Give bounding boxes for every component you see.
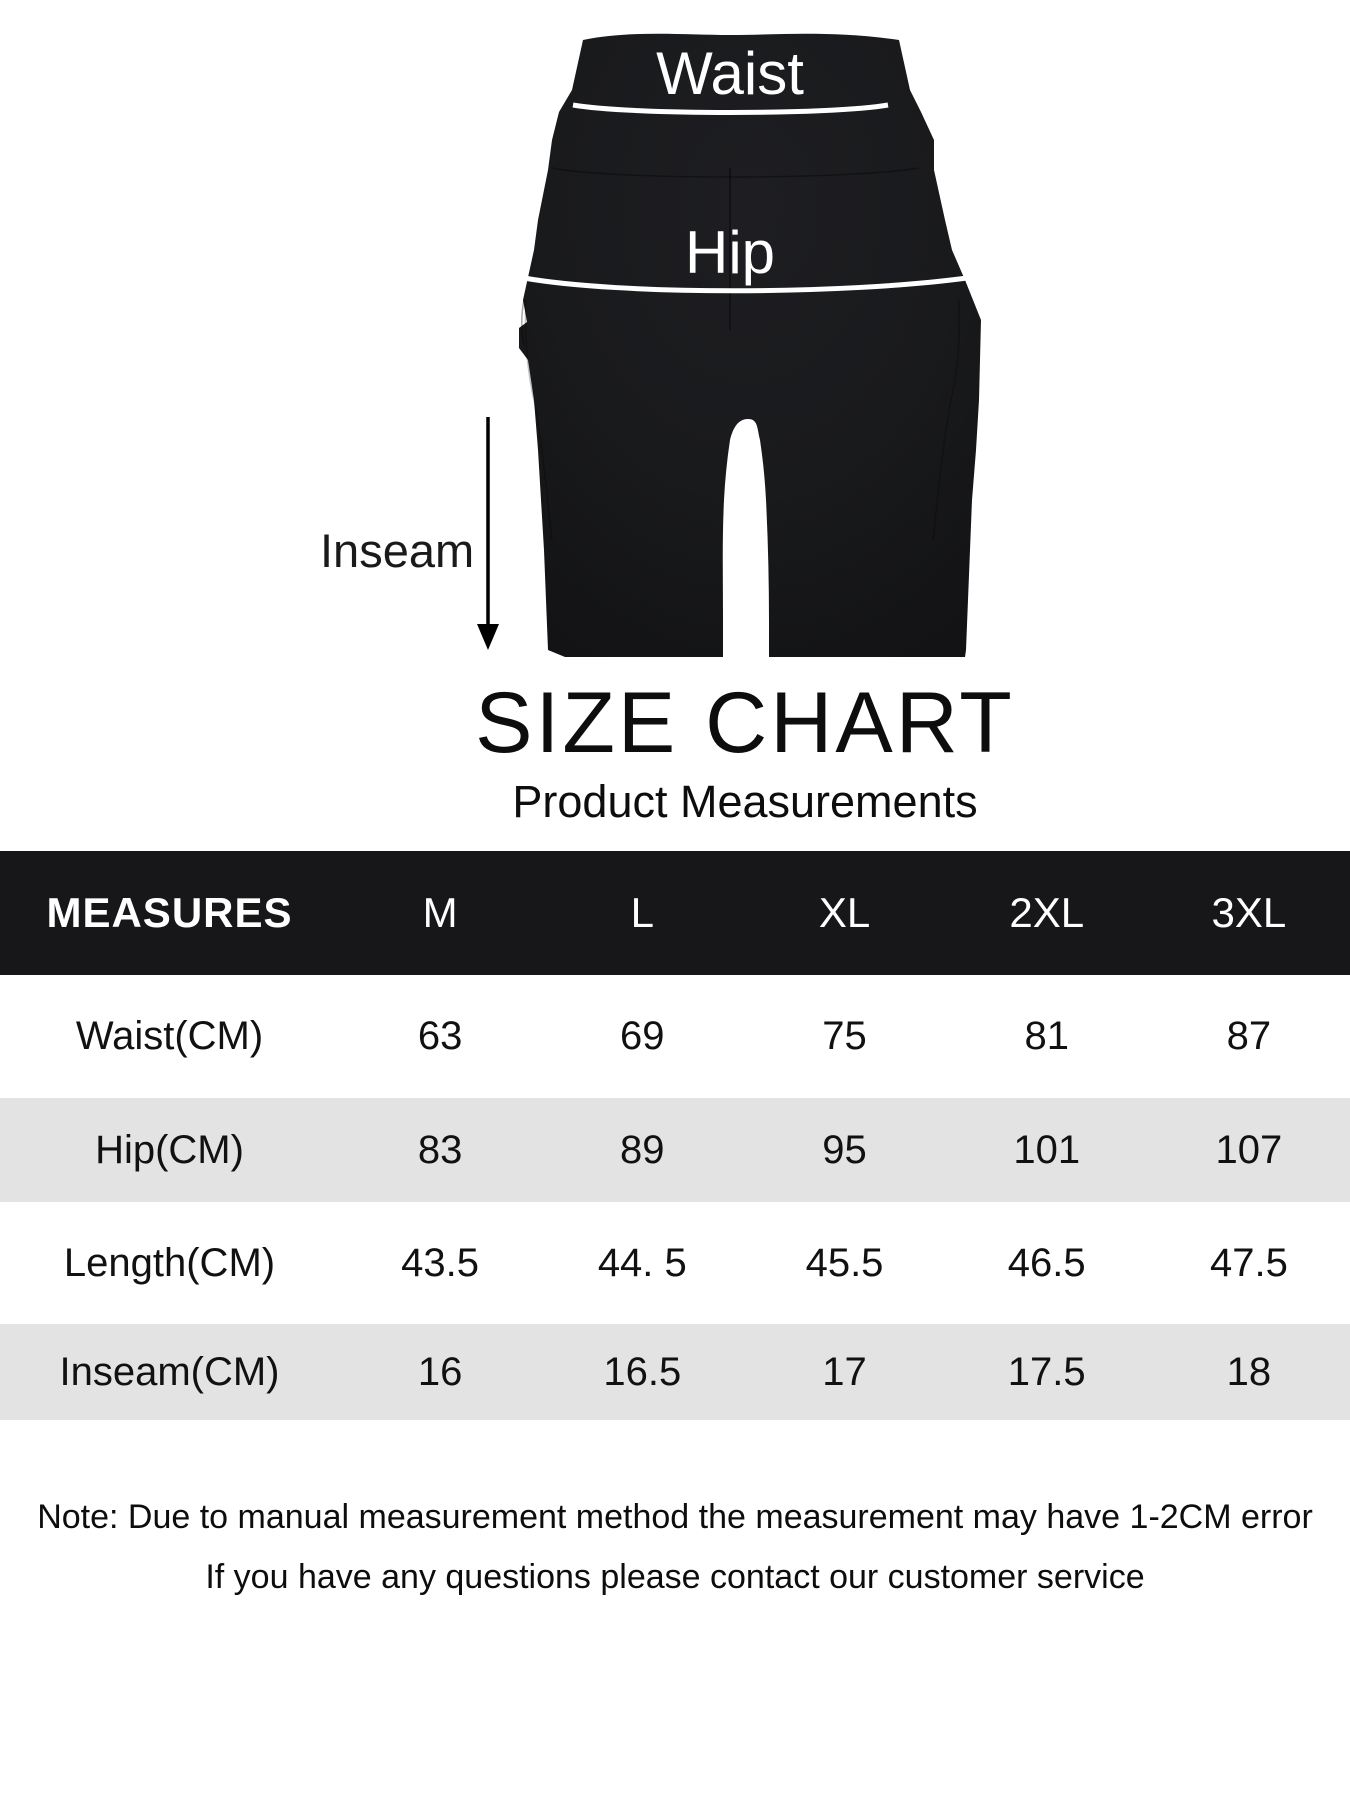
svg-text:Waist: Waist (656, 40, 804, 107)
svg-text:Hip: Hip (685, 219, 775, 286)
svg-text:Inseam: Inseam (320, 524, 474, 577)
